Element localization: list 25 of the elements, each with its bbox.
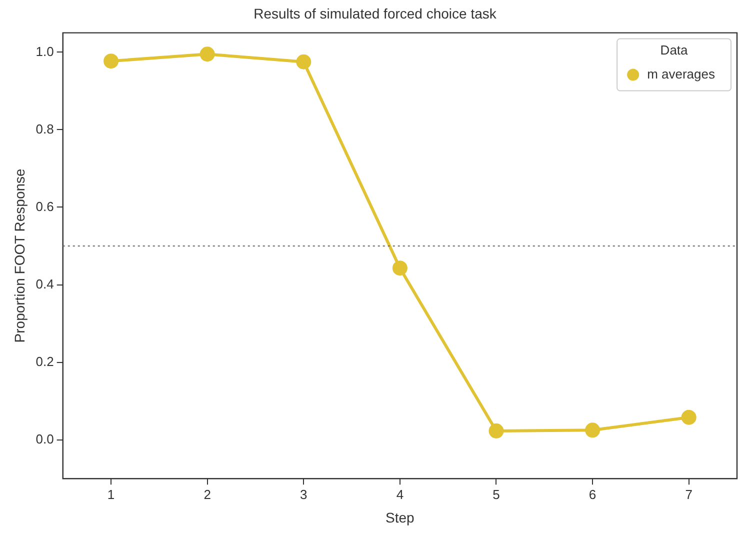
y-axis-title: Proportion FOOT Response	[11, 168, 28, 343]
x-tick-label: 3	[300, 486, 308, 502]
y-tick-label: 0.4	[36, 276, 54, 292]
chart-title: Results of simulated forced choice task	[254, 5, 498, 22]
point	[104, 54, 119, 69]
point	[488, 423, 504, 438]
y-tick-label: 1.0	[36, 44, 54, 59]
point	[585, 422, 600, 438]
legend-label: m averages	[647, 66, 716, 82]
x-tick-label: 5	[492, 486, 500, 502]
point	[296, 54, 312, 70]
x-axis-title: Step	[386, 509, 415, 526]
point	[681, 410, 696, 425]
x-tick-label: 6	[588, 486, 596, 502]
y-tick-label: 0.8	[36, 121, 54, 136]
legend-title: Data	[660, 42, 689, 58]
y-tick-label: 0.0	[36, 431, 54, 446]
point	[200, 46, 215, 62]
x-tick-label: 1	[107, 486, 115, 502]
x-tick-label: 2	[204, 486, 211, 502]
x-tick-label: 4	[396, 486, 404, 502]
y-tick-label: 0.2	[36, 354, 54, 369]
y-tick-label: 0.6	[36, 198, 54, 214]
x-tick-label: 7	[685, 486, 692, 502]
point	[392, 260, 408, 276]
